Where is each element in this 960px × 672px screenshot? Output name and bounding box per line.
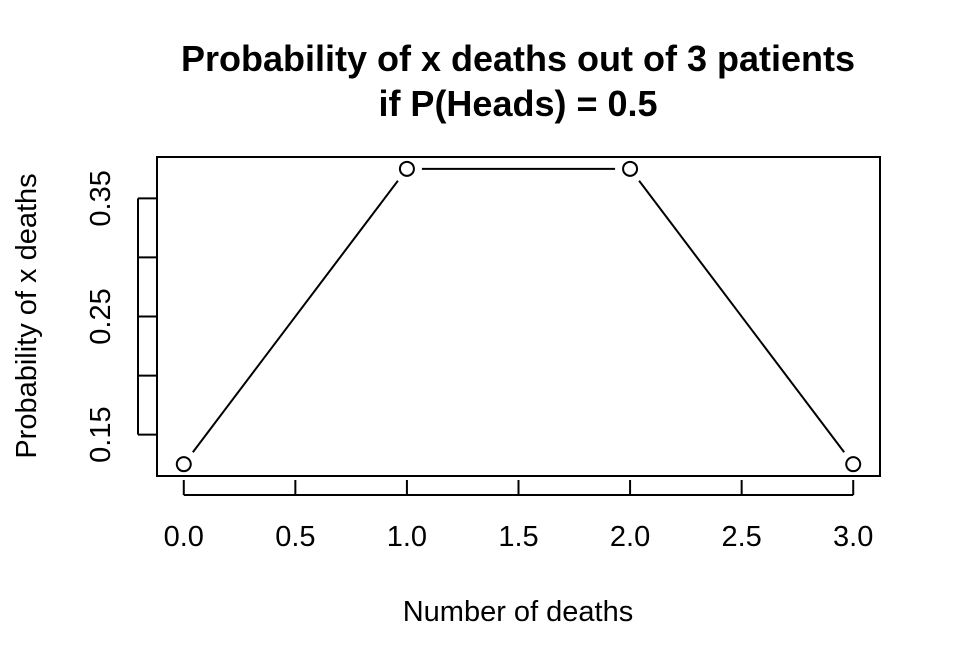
y-axis-label: Probability of x deaths bbox=[11, 173, 43, 458]
chart-title-line-1: Probability of x deaths out of 3 patient… bbox=[181, 38, 855, 79]
x-tick-label: 0.0 bbox=[164, 521, 204, 553]
series-probability bbox=[175, 160, 862, 473]
data-point bbox=[622, 160, 639, 177]
data-point bbox=[398, 160, 415, 177]
y-tick-label: 0.25 bbox=[85, 288, 117, 344]
chart-title-line-2: if P(Heads) = 0.5 bbox=[378, 83, 657, 124]
y-tick-label: 0.15 bbox=[85, 406, 117, 462]
series-line-segment bbox=[638, 180, 845, 453]
plot-area-frame bbox=[156, 156, 881, 477]
x-tick-label: 0.5 bbox=[275, 521, 315, 553]
data-point bbox=[845, 456, 862, 473]
x-tick-label: 3.0 bbox=[833, 521, 873, 553]
x-tick-label: 2.5 bbox=[721, 521, 761, 553]
data-point bbox=[175, 456, 192, 473]
x-axis-label: Number of deaths bbox=[403, 596, 634, 628]
y-tick-label: 0.35 bbox=[85, 170, 117, 226]
x-tick-label: 1.0 bbox=[387, 521, 427, 553]
x-tick-label: 1.5 bbox=[498, 521, 538, 553]
chart-title: Probability of x deaths out of 3 patient… bbox=[181, 38, 855, 124]
y-axis: 0.15 0.25 0.35 bbox=[85, 170, 157, 463]
x-axis: 0.0 0.5 1.0 1.5 2.0 2.5 3.0 bbox=[164, 480, 873, 553]
x-tick-label: 2.0 bbox=[610, 521, 650, 553]
series-line-segment bbox=[192, 180, 399, 453]
